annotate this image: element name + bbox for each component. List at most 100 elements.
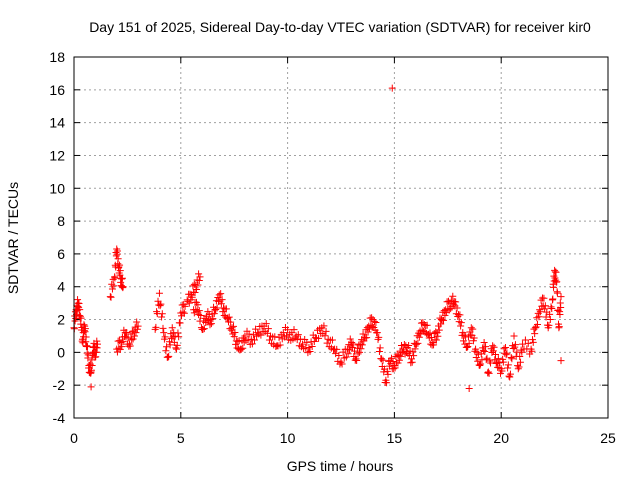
data-point xyxy=(337,358,345,366)
data-point xyxy=(551,266,559,274)
data-point xyxy=(320,322,328,330)
data-point xyxy=(195,307,203,315)
data-point xyxy=(190,309,198,317)
data-point xyxy=(351,347,359,355)
data-point xyxy=(170,338,178,346)
data-point xyxy=(479,346,487,354)
data-point xyxy=(123,328,131,336)
data-point xyxy=(406,347,414,355)
data-point xyxy=(423,321,431,329)
plot-frame xyxy=(73,56,609,419)
data-point xyxy=(175,333,183,341)
data-point xyxy=(359,330,367,338)
y-tick-label: 6 xyxy=(57,246,65,262)
y-tick-label: 18 xyxy=(49,49,65,65)
data-point xyxy=(482,343,490,351)
data-point xyxy=(84,343,92,351)
data-point xyxy=(237,345,245,353)
data-point xyxy=(82,333,90,341)
data-point xyxy=(276,341,284,349)
data-point xyxy=(529,338,537,346)
data-point xyxy=(249,331,257,339)
y-tick-label: 10 xyxy=(49,180,65,196)
data-point xyxy=(531,330,539,338)
data-point xyxy=(498,367,506,375)
data-point xyxy=(545,321,553,329)
data-point xyxy=(521,336,529,344)
data-point xyxy=(342,353,350,361)
data-point xyxy=(126,342,134,350)
outlier-point xyxy=(557,357,565,365)
data-point xyxy=(393,351,401,359)
data-point xyxy=(106,293,114,301)
data-point xyxy=(514,362,522,370)
y-tick-label: -2 xyxy=(53,377,66,393)
data-point xyxy=(528,347,536,355)
data-point xyxy=(222,305,230,313)
data-point xyxy=(335,352,343,360)
outlier-point xyxy=(465,384,473,392)
data-point xyxy=(86,360,94,368)
data-point xyxy=(156,302,164,310)
data-point xyxy=(372,319,380,327)
data-point xyxy=(388,354,396,362)
data-point xyxy=(363,334,371,342)
data-point xyxy=(400,347,408,355)
data-point xyxy=(132,329,140,337)
data-point xyxy=(357,345,365,353)
data-point xyxy=(484,368,492,376)
data-point xyxy=(81,325,89,333)
data-point xyxy=(163,343,171,351)
data-point xyxy=(271,333,279,341)
data-point xyxy=(283,332,291,340)
data-point xyxy=(348,344,356,352)
y-tick-label: 12 xyxy=(49,147,65,163)
data-point xyxy=(158,313,166,321)
data-point xyxy=(166,341,174,349)
data-point xyxy=(507,354,515,362)
data-point xyxy=(506,370,514,378)
data-point xyxy=(279,329,287,337)
data-point xyxy=(556,310,564,318)
data-point xyxy=(415,333,423,341)
data-point xyxy=(118,274,126,282)
x-tick-label: 0 xyxy=(70,430,78,446)
data-point xyxy=(542,313,550,321)
data-point xyxy=(390,365,398,373)
data-point xyxy=(192,306,200,314)
data-point xyxy=(452,298,460,306)
data-point xyxy=(185,299,193,307)
data-point xyxy=(549,295,557,303)
data-point xyxy=(465,339,473,347)
data-point xyxy=(111,274,119,282)
data-point xyxy=(494,355,502,363)
data-point xyxy=(470,334,478,342)
data-point xyxy=(509,345,517,353)
data-point xyxy=(176,319,184,327)
data-point xyxy=(228,324,236,332)
data-point xyxy=(129,335,137,343)
data-point xyxy=(411,345,419,353)
data-point xyxy=(84,351,92,359)
data-point xyxy=(459,337,467,345)
data-point xyxy=(119,338,127,346)
data-point xyxy=(133,325,141,333)
y-tick-label: 14 xyxy=(49,115,65,131)
data-point xyxy=(421,328,429,336)
data-point xyxy=(375,348,383,356)
data-point xyxy=(236,346,244,354)
data-point xyxy=(79,339,87,347)
data-point xyxy=(191,288,199,296)
data-point xyxy=(420,320,428,328)
data-point xyxy=(162,347,170,355)
data-point xyxy=(159,324,167,332)
data-point xyxy=(515,363,523,371)
data-point xyxy=(229,322,237,330)
data-point xyxy=(383,367,391,375)
data-point xyxy=(432,336,440,344)
data-point xyxy=(412,340,420,348)
data-point xyxy=(248,340,256,348)
data-point xyxy=(115,344,123,352)
data-point xyxy=(368,314,376,322)
